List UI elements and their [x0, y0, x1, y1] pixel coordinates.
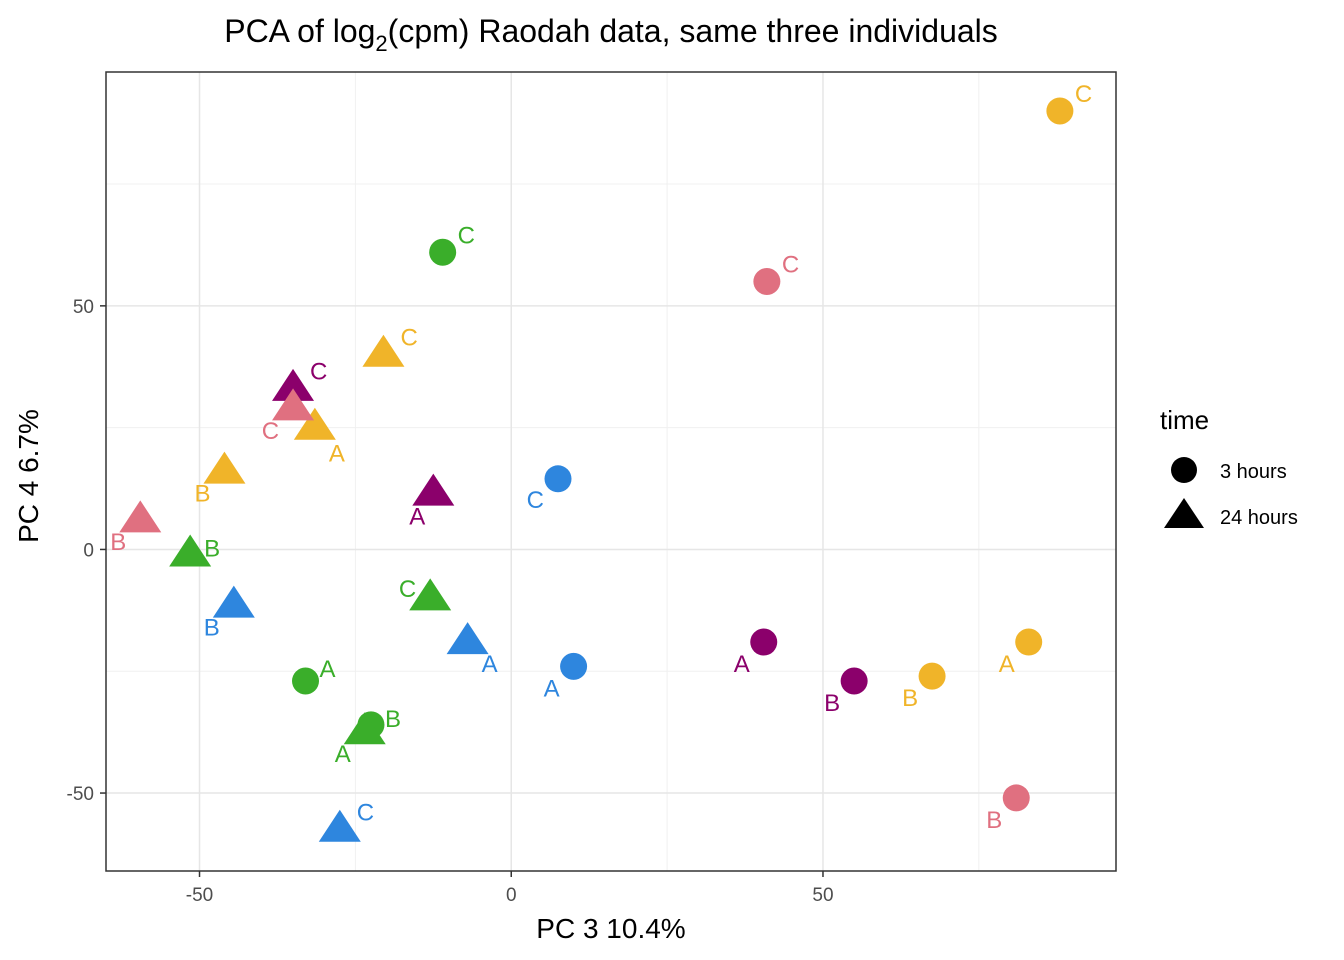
data-point-circle [753, 267, 781, 295]
axis-ticks: -50 0 50 -50 0 50 [67, 297, 834, 906]
x-tick-label: 50 [812, 885, 833, 906]
y-tick-label: 50 [73, 297, 94, 318]
data-point-label: A [409, 503, 425, 530]
legend-label-24-hours: 24 hours [1220, 507, 1298, 529]
grid-lines [106, 72, 1116, 871]
legend: time 3 hours 24 hours [1160, 405, 1298, 529]
data-point-label: B [204, 535, 220, 562]
data-point-circle [292, 667, 320, 695]
data-point-circle [750, 628, 778, 656]
y-tick-label: -50 [67, 784, 94, 805]
data-point-triangle [343, 712, 386, 745]
chart-title-rest: (cpm) Raodah data, same three individual… [388, 13, 998, 49]
data-point-label: B [110, 529, 126, 556]
data-point-label: C [262, 418, 279, 445]
data-point-circle [1046, 97, 1074, 125]
legend-label-3-hours: 3 hours [1220, 461, 1287, 483]
data-point-triangle [362, 334, 405, 367]
data-point-triangle [412, 473, 455, 506]
data-point-triangle [212, 585, 255, 618]
x-tick-label: -50 [186, 885, 213, 906]
legend-title: time [1160, 405, 1209, 435]
data-point-label: A [544, 675, 560, 702]
data-point-label: A [999, 651, 1015, 678]
data-point-triangle [272, 368, 315, 401]
data-point-label: A [329, 441, 345, 468]
data-point-triangle [318, 809, 361, 842]
x-axis-title: PC 3 10.4% [536, 913, 685, 944]
data-point-label: C [1075, 81, 1092, 108]
data-point-circle [560, 652, 588, 680]
data-point-circle [1002, 784, 1030, 812]
data-point-circle [918, 662, 946, 690]
y-axis-title: PC 4 6.7% [13, 409, 44, 543]
data-point-label: C [357, 800, 374, 827]
data-point-label: C [399, 576, 416, 603]
chart-title-main: PCA of log [224, 13, 375, 49]
data-point-circle [840, 667, 868, 695]
data-point-triangle [446, 622, 489, 655]
data-point-triangle [203, 451, 246, 484]
data-point-label: A [335, 741, 351, 768]
data-point-label: B [385, 706, 401, 733]
data-point-triangle [409, 578, 452, 611]
data-point-triangle [169, 534, 212, 567]
data-point-label: C [310, 359, 327, 386]
data-point-label: A [320, 656, 336, 683]
data-point-label: B [194, 481, 210, 508]
data-point-label: C [527, 487, 544, 514]
chart-title-subscript: 2 [375, 31, 387, 56]
data-point-label: C [400, 325, 417, 352]
data-point-triangle [272, 388, 315, 421]
legend-triangle-icon [1164, 498, 1204, 528]
plot-panel-border [105, 71, 1117, 872]
x-tick-label: 0 [506, 885, 517, 906]
data-point-label: B [204, 614, 220, 641]
data-point-triangle [293, 407, 336, 440]
data-point-label: A [734, 651, 750, 678]
data-point-label: B [986, 807, 1002, 834]
chart-title: PCA of log2(cpm) Raodah data, same three… [224, 13, 998, 56]
data-point-label: C [782, 251, 799, 278]
y-tick-label: 0 [83, 540, 94, 561]
data-point-circle [544, 465, 572, 493]
data-point-circle [1015, 628, 1043, 656]
data-point-label: B [902, 685, 918, 712]
legend-circle-icon [1171, 457, 1197, 483]
data-point-label: B [824, 690, 840, 717]
data-point-label: A [482, 651, 498, 678]
data-point-circle [429, 238, 457, 266]
data-point-triangle [119, 500, 162, 533]
data-point-label: C [458, 222, 475, 249]
